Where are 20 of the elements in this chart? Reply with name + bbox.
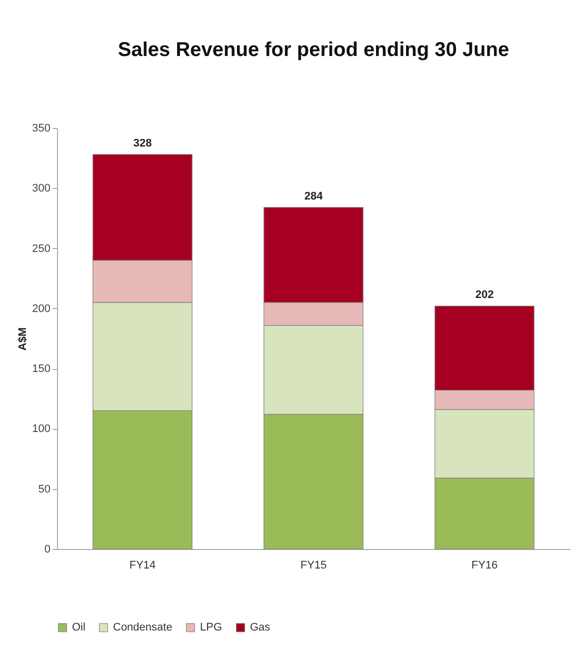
y-tick-label: 300 <box>32 182 50 195</box>
y-tick-label: 50 <box>38 483 50 496</box>
y-tick-label: 350 <box>32 122 50 134</box>
x-tick-label: FY16 <box>471 560 498 572</box>
y-tick-label: 0 <box>44 544 50 556</box>
total-label: 284 <box>304 190 324 202</box>
y-tick-label: 150 <box>32 363 50 376</box>
x-tick-label: FY15 <box>300 560 327 572</box>
legend-label: LPG <box>200 622 222 634</box>
total-label: 328 <box>133 137 152 150</box>
legend-label: Oil <box>72 622 86 634</box>
y-tick-label: 100 <box>32 423 50 436</box>
chart-title: Sales Revenue for period ending 30 June <box>118 39 510 61</box>
x-tick-label: FY14 <box>129 560 156 572</box>
y-tick-label: 250 <box>32 242 50 255</box>
y-axis-title: A$M <box>17 327 30 351</box>
legend-label: Condensate <box>113 622 172 634</box>
total-label: 202 <box>475 289 494 302</box>
legend-label: Gas <box>250 622 271 634</box>
y-tick-label: 200 <box>32 302 50 315</box>
